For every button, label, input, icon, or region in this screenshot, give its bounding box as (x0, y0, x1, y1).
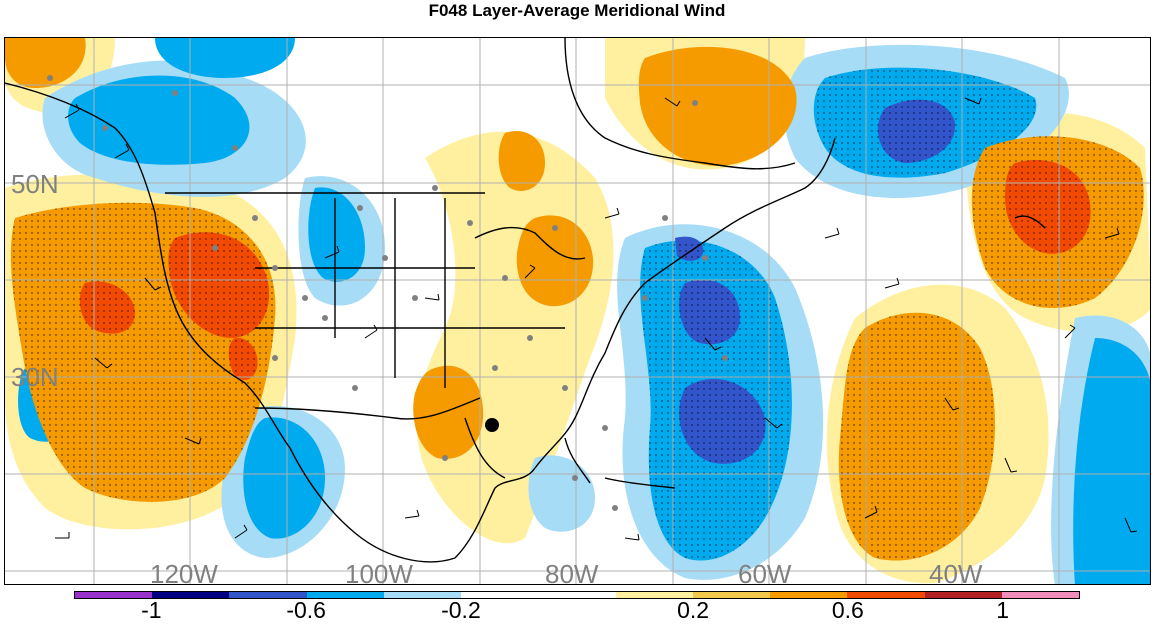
colorbar-label: -0.6 (286, 597, 326, 623)
colorbar-label: -1 (141, 597, 162, 623)
map-title: F048 Layer-Average Meridional Wind (428, 1, 726, 20)
colorbar-label: 0.2 (677, 597, 710, 623)
colorbar-segment (461, 592, 539, 598)
colorbar-segment (306, 592, 384, 598)
colorbar-segment (692, 592, 771, 598)
lon-label-80w: 80W (545, 559, 599, 585)
wind-barbs (55, 97, 1138, 541)
colorbar-label: 1 (996, 597, 1010, 623)
colorbar-segment (229, 592, 307, 598)
stipple-overlay (10, 67, 1144, 561)
colorbar-segment (924, 592, 1002, 598)
longitude-labels: 120W 100W 80W 60W 40W (150, 559, 983, 585)
colorbar-segment (1001, 592, 1080, 598)
lat-label-50n: 50N (11, 169, 59, 199)
lon-label-120w: 120W (150, 559, 218, 585)
colorbar-segment (383, 592, 462, 598)
colorbar-label: 0.6 (831, 597, 864, 623)
colorbar-segment (847, 592, 925, 598)
colorbar-segment (152, 592, 230, 598)
lon-label-100w: 100W (345, 559, 413, 585)
latlon-grid (5, 38, 1150, 584)
wind-map: 50N 30N 120W 100W 80W 60W 40W (4, 37, 1151, 585)
map-canvas: 50N 30N 120W 100W 80W 60W 40W (5, 38, 1150, 585)
station-dots (47, 75, 728, 511)
colorbar-label: -0.2 (441, 597, 481, 623)
coastlines-borders (5, 38, 1046, 563)
colorbar-segment (770, 592, 848, 598)
storm-center-marker (485, 418, 499, 432)
lon-label-60w: 60W (738, 559, 792, 585)
latitude-labels: 50N 30N (11, 169, 59, 392)
lon-label-40w: 40W (929, 559, 983, 585)
colorbar-segment (75, 592, 153, 598)
colorbar-segment (615, 592, 693, 598)
colorbar-segment (538, 592, 616, 598)
lat-label-30n: 30N (11, 362, 59, 392)
colorbar (74, 591, 1080, 599)
